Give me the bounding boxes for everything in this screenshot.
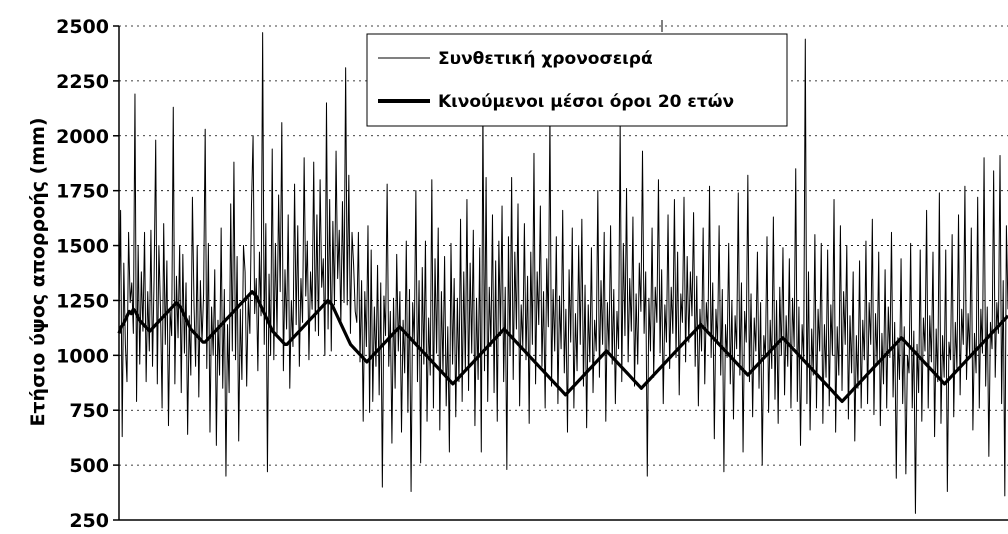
y-tick-label-500: 500	[69, 455, 109, 477]
y-tick-label-2000: 2000	[56, 126, 109, 148]
legend-box	[366, 33, 788, 127]
y-tick-label-1500: 1500	[56, 236, 109, 258]
y-tick-label-2500: 2500	[56, 16, 109, 38]
series-layer	[117, 32, 1008, 514]
y-tick-label-1000: 1000	[56, 345, 109, 367]
series-line-1	[118, 32, 1008, 514]
y-tick-label-250: 250	[69, 510, 109, 532]
legend: Συνθετική χρονοσειρά Κινούμενοι μέσοι όρ…	[366, 33, 788, 127]
y-tick-labels: 250 500 750 1000 1250 1500 1750 2000 2250 2500	[56, 16, 109, 532]
y-ticks	[113, 20, 663, 521]
legend-label-series-1: Συνθετική χρονοσειρά	[438, 49, 653, 69]
y-tick-label-750: 750	[69, 400, 109, 422]
y-tick-label-2250: 2250	[56, 71, 109, 93]
series-line-2	[117, 290, 1008, 404]
y-axis-title: Ετήσιο ύψος απορροής (mm)	[27, 117, 49, 426]
y-tick-label-1250: 1250	[56, 290, 109, 312]
legend-label-series-2: Κινούμενοι μέσοι όροι 20 ετών	[438, 92, 734, 112]
y-tick-label-1750: 1750	[56, 181, 109, 203]
